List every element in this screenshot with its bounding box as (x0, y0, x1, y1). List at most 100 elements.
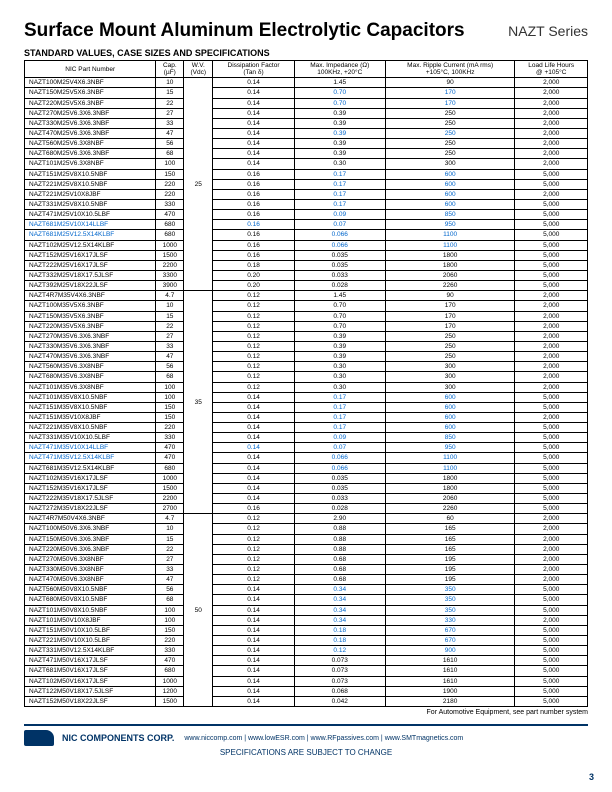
table-row: NAZT680M50V8X10.5NBF680.140.343505,000 (25, 595, 588, 605)
table-row: NAZT221M25V8X10.5NBF2200.160.176005,000 (25, 179, 588, 189)
table-row: NAZT560M25V6.3X8NBF560.140.392502,000 (25, 139, 588, 149)
part-number: NAZT101M25V6.3X8NBF (25, 159, 156, 169)
corp-name: NIC COMPONENTS CORP. (62, 733, 174, 743)
table-row: NAZT270M50V6.3X8NBF270.120.681952,000 (25, 554, 588, 564)
part-number: NAZT220M50V6.3X6.3NBF (25, 544, 156, 554)
part-number: NAZT680M25V6.3X6.3NBF (25, 149, 156, 159)
part-number: NAZT220M35V5X6.3NBF (25, 321, 156, 331)
part-number: NAZT221M25V8X10.5NBF (25, 179, 156, 189)
series-label: NAZT Series (508, 23, 588, 39)
table-row: NAZT680M25V6.3X6.3NBF680.140.392502,000 (25, 149, 588, 159)
part-number: NAZT220M25V5X6.3NBF (25, 98, 156, 108)
wv-cell: 25 (184, 78, 213, 291)
table-row: NAZT331M50V12.5X14KLBF3300.140.129005,00… (25, 646, 588, 656)
part-number: NAZT470M25V6.3X6.3NBF (25, 128, 156, 138)
table-row: NAZT4R7M50V4X6.3NBF4.7500.122.90602,000 (25, 514, 588, 524)
table-row: NAZT151M35V10X8JBF1500.140.176002,000 (25, 412, 588, 422)
part-number: NAZT681M25V12.5X14KLBF (25, 230, 156, 240)
table-row: NAZT471M35V10X14LLBF4700.140.079505,000 (25, 443, 588, 453)
wv-cell: 50 (184, 514, 213, 707)
table-row: NAZT470M25V6.3X6.3NBF470.140.392502,000 (25, 128, 588, 138)
table-row: NAZT122M50V18X17.5JLSF12000.140.06819005… (25, 686, 588, 696)
table-row: NAZT221M25V10X8JBF2200.160.176002,000 (25, 189, 588, 199)
col-part: NIC Part Number (25, 61, 156, 78)
table-row: NAZT150M25V5X6.3NBF150.140.701702,000 (25, 88, 588, 98)
table-row: NAZT681M25V12.5X14KLBF6800.160.06611005,… (25, 230, 588, 240)
part-number: NAZT4R7M35V4X6.3NBF (25, 291, 156, 301)
col-life: Load Life Hours@ +105°C (515, 61, 588, 78)
part-number: NAZT102M35V16X17JLSF (25, 473, 156, 483)
part-number: NAZT270M50V6.3X8NBF (25, 554, 156, 564)
part-number: NAZT471M25V10X10.5LBF (25, 210, 156, 220)
part-number: NAZT681M25V10X14LLBF (25, 220, 156, 230)
part-number: NAZT270M25V6.3X6.3NBF (25, 108, 156, 118)
section-subtitle: STANDARD VALUES, CASE SIZES AND SPECIFIC… (24, 48, 588, 58)
part-number: NAZT101M35V6.3X8NBF (25, 382, 156, 392)
table-row: NAZT220M25V5X6.3NBF220.140.701702,000 (25, 98, 588, 108)
table-row: NAZT4R7M35V4X6.3NBF4.7350.121.45902,000 (25, 291, 588, 301)
part-number: NAZT152M35V16X17JLSF (25, 483, 156, 493)
table-row: NAZT471M50V16X17JLSF4700.140.07316105,00… (25, 656, 588, 666)
part-number: NAZT101M35V8X10.5NBF (25, 392, 156, 402)
part-number: NAZT102M25V12.5X14KLBF (25, 240, 156, 250)
part-number: NAZT150M35V5X6.3NBF (25, 311, 156, 321)
table-row: NAZT101M50V8X10.5NBF1000.140.343505,000 (25, 605, 588, 615)
table-row: NAZT272M35V18X22JLSF27000.160.02822605,0… (25, 504, 588, 514)
part-number: NAZT122M50V18X17.5JLSF (25, 686, 156, 696)
part-number: NAZT101M50V8X10.5NBF (25, 605, 156, 615)
part-number: NAZT101M50V10X8JBF (25, 615, 156, 625)
table-row: NAZT100M50V6.3X6.3NBF100.120.881652,000 (25, 524, 588, 534)
table-row: NAZT560M50V8X10.5NBF560.140.343505,000 (25, 585, 588, 595)
table-row: NAZT331M35V10X10.5LBF3300.140.098505,000 (25, 433, 588, 443)
part-number: NAZT152M25V16X17JLSF (25, 250, 156, 260)
table-row: NAZT470M50V6.3X8NBF470.120.681952,000 (25, 575, 588, 585)
table-row: NAZT102M35V16X17JLSF10000.140.03518005,0… (25, 473, 588, 483)
part-number: NAZT100M35V5X6.3NBF (25, 301, 156, 311)
table-row: NAZT270M25V6.3X6.3NBF270.140.392502,000 (25, 108, 588, 118)
part-number: NAZT151M35V10X8JBF (25, 412, 156, 422)
table-row: NAZT151M35V8X10.5NBF1500.140.176005,000 (25, 402, 588, 412)
part-number: NAZT330M35V6.3X6.3NBF (25, 341, 156, 351)
table-row: NAZT471M35V12.5X14KLBF4700.140.06611005,… (25, 453, 588, 463)
wv-cell: 35 (184, 291, 213, 514)
part-number: NAZT102M50V16X17JLSF (25, 676, 156, 686)
part-number: NAZT100M50V6.3X6.3NBF (25, 524, 156, 534)
automotive-note: For Automotive Equipment, see part numbe… (24, 709, 588, 716)
table-row: NAZT681M35V12.5X14KLBF6800.140.06611005,… (25, 463, 588, 473)
page-title: Surface Mount Aluminum Electrolytic Capa… (24, 20, 465, 42)
table-row: NAZT151M25V8X10.5NBF1500.160.176005,000 (25, 169, 588, 179)
part-number: NAZT471M50V16X17JLSF (25, 656, 156, 666)
part-number: NAZT332M25V18X17.5JLSF (25, 270, 156, 280)
part-number: NAZT221M50V10X10.5LBF (25, 636, 156, 646)
col-wv: W.V.(Vdc) (184, 61, 213, 78)
part-number: NAZT471M35V12.5X14KLBF (25, 453, 156, 463)
part-number: NAZT331M35V10X10.5LBF (25, 433, 156, 443)
part-number: NAZT681M35V12.5X14KLBF (25, 463, 156, 473)
table-row: NAZT220M35V5X6.3NBF220.120.701702,000 (25, 321, 588, 331)
part-number: NAZT4R7M50V4X6.3NBF (25, 514, 156, 524)
table-row: NAZT220M50V6.3X6.3NBF220.120.881652,000 (25, 544, 588, 554)
table-row: NAZT471M25V10X10.5LBF4700.160.098505,000 (25, 210, 588, 220)
spec-change-note: SPECIFICATIONS ARE SUBJECT TO CHANGE (24, 748, 588, 757)
part-number: NAZT681M50V16X17JLSF (25, 666, 156, 676)
table-row: NAZT100M35V5X6.3NBF100.120.701702,000 (25, 301, 588, 311)
table-row: NAZT222M25V16X17JLSF22000.180.03518005,0… (25, 260, 588, 270)
part-number: NAZT331M25V8X10.5NBF (25, 199, 156, 209)
col-cap: Cap.(µF) (156, 61, 184, 78)
part-number: NAZT560M35V6.3X8NBF (25, 362, 156, 372)
part-number: NAZT680M35V6.3X8NBF (25, 372, 156, 382)
table-row: NAZT330M50V6.3X8NBF330.120.681952,000 (25, 565, 588, 575)
table-row: NAZT152M25V16X17JLSF15000.160.03518005,0… (25, 250, 588, 260)
part-number: NAZT331M50V12.5X14KLBF (25, 646, 156, 656)
part-number: NAZT270M35V6.3X6.3NBF (25, 331, 156, 341)
table-row: NAZT150M50V6.3X6.3NBF150.120.881652,000 (25, 534, 588, 544)
table-row: NAZT101M25V6.3X8NBF1000.140.303002,000 (25, 159, 588, 169)
table-row: NAZT100M25V4X6.3NBF10250.141.45902,000 (25, 78, 588, 88)
table-row: NAZT150M35V5X6.3NBF150.120.701702,000 (25, 311, 588, 321)
table-row: NAZT151M50V10X10.5LBF1500.140.186705,000 (25, 625, 588, 635)
table-row: NAZT152M50V18X22JLSF15000.140.04221805,0… (25, 696, 588, 706)
part-number: NAZT100M25V4X6.3NBF (25, 78, 156, 88)
table-row: NAZT152M35V16X17JLSF15000.140.03518005,0… (25, 483, 588, 493)
page-number: 3 (589, 772, 594, 782)
table-row: NAZT102M25V12.5X14KLBF10000.160.06611005… (25, 240, 588, 250)
